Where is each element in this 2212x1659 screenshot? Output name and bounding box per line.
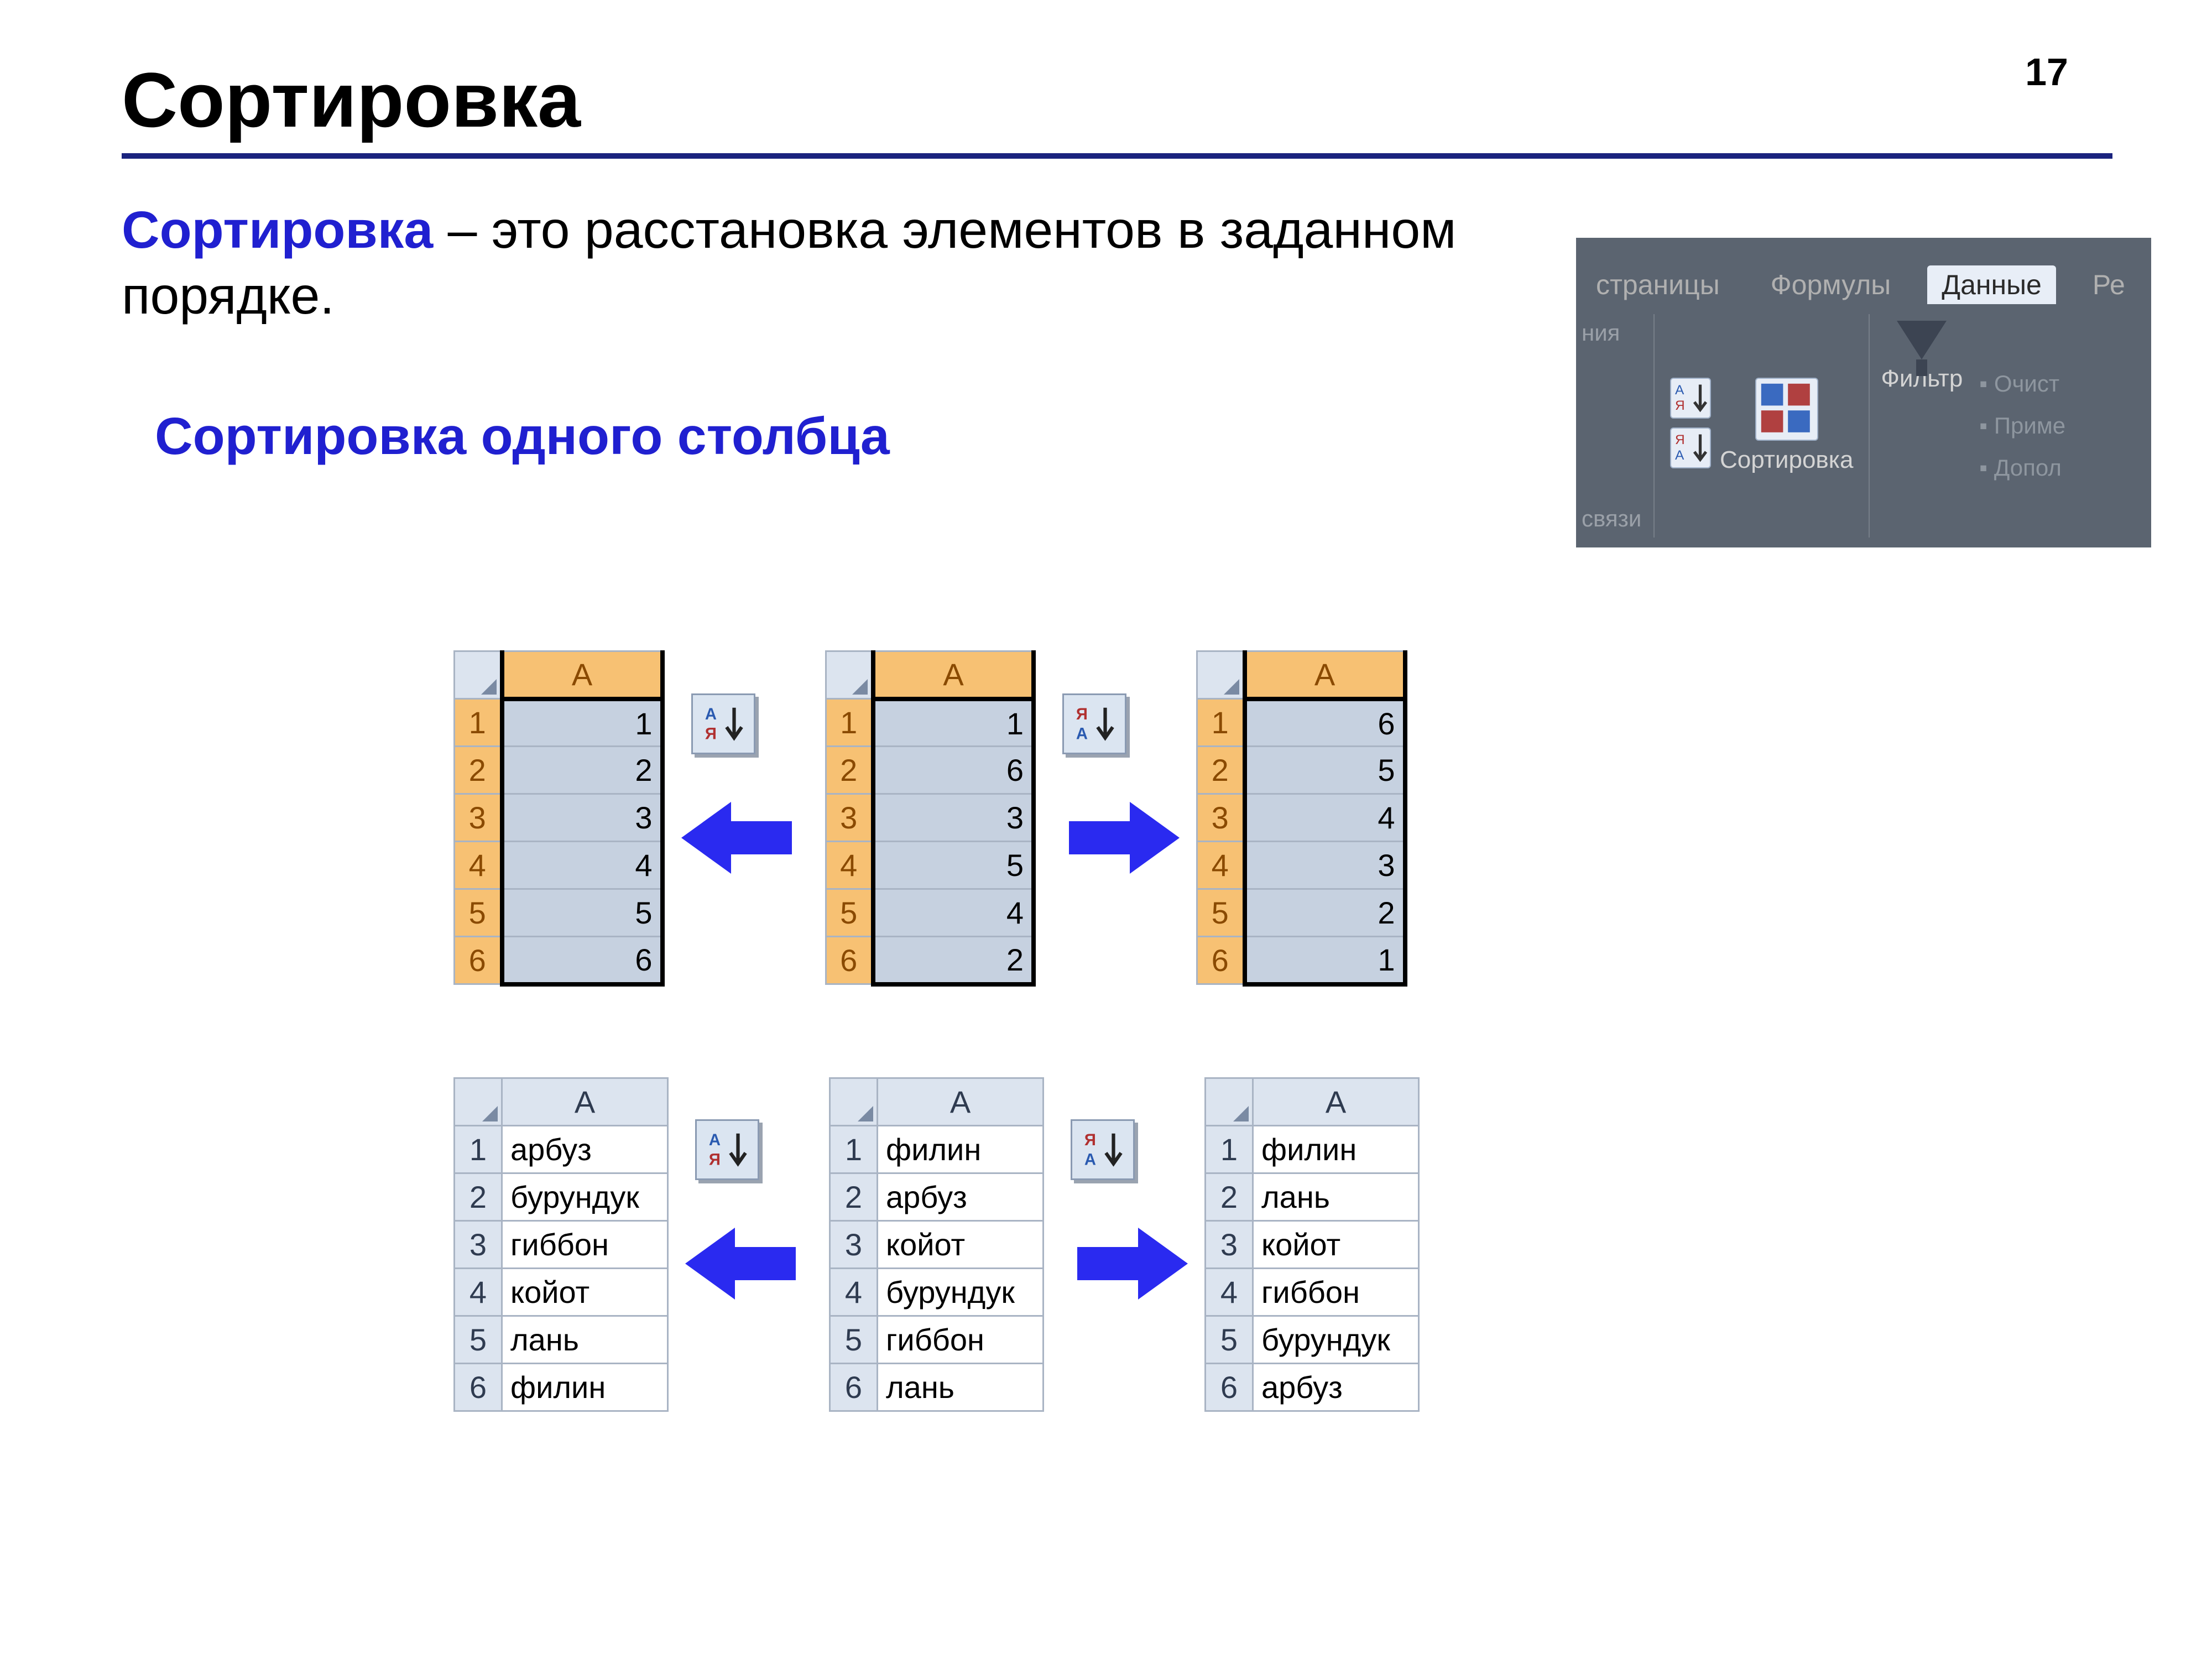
excel-ribbon: страницы Формулы Данные Ре ния связи АЯ …: [1576, 238, 2151, 547]
ribbon-left-frag: ния связи: [1576, 304, 1653, 547]
svg-text:Я: Я: [1076, 706, 1088, 723]
sort-dialog-icon[interactable]: [1755, 378, 1818, 441]
row-numeric: A112233445566 АЯ A112633455462 ЯА A16253…: [453, 647, 1781, 990]
ribbon-tabs: страницы Формулы Данные Ре: [1576, 238, 2151, 304]
definition-term: Сортировка: [122, 201, 433, 259]
gap: АЯ: [669, 1073, 829, 1416]
table-mid-num: A112633455462: [825, 650, 1036, 987]
svg-text:Я: Я: [705, 725, 716, 743]
gap: АЯ: [665, 647, 825, 990]
ribbon-tab[interactable]: страницы: [1582, 265, 1734, 304]
row-words: A1арбуз2бурундук3гиббон4койот5лань6филин…: [453, 1073, 1781, 1416]
ribbon-tab-rev[interactable]: Ре: [2078, 265, 2140, 304]
gap: ЯА: [1044, 1073, 1204, 1416]
slide: 17 Сортировка Сортировка – это расстанов…: [0, 0, 2212, 1659]
svg-text:А: А: [1675, 448, 1684, 463]
table-desc-txt: A1филин2лань3койот4гиббон5бурундук6арбуз: [1204, 1077, 1420, 1412]
svg-text:Я: Я: [709, 1151, 721, 1168]
ribbon-body: ния связи АЯ ЯА: [1576, 304, 2151, 547]
svg-text:А: А: [1084, 1151, 1096, 1168]
arrow-right-icon: [1077, 1228, 1188, 1300]
sort-asc-button[interactable]: АЯ: [695, 1119, 759, 1180]
title-rule: [122, 153, 2112, 159]
ribbon-tab-data[interactable]: Данные: [1927, 265, 2056, 304]
filter-icon: [1897, 321, 1947, 359]
ribbon-filter-options: Очист Приме Допол: [1974, 304, 2071, 547]
sort-asc-icon[interactable]: АЯ: [1670, 378, 1711, 419]
svg-text:А: А: [705, 706, 716, 723]
table-asc-txt: A1арбуз2бурундук3гиббон4койот5лань6филин: [453, 1077, 669, 1412]
ribbon-sort-group: АЯ ЯА Сортировка: [1655, 304, 1869, 547]
arrow-right-icon: [1069, 802, 1180, 874]
ribbon-tab-formulas[interactable]: Формулы: [1756, 265, 1906, 304]
svg-text:А: А: [1675, 383, 1684, 398]
svg-text:А: А: [1076, 725, 1088, 743]
ribbon-filter-group[interactable]: Фильтр: [1870, 304, 1974, 547]
svg-text:Я: Я: [1084, 1131, 1096, 1149]
table-mid-txt: A1филин2арбуз3койот4бурундук5гиббон6лань: [829, 1077, 1044, 1412]
ribbon-sort-label: Сортировка: [1720, 446, 1853, 474]
sort-desc-button[interactable]: ЯА: [1071, 1119, 1135, 1180]
tables-area: A112233445566 АЯ A112633455462 ЯА A16253…: [453, 647, 1781, 1499]
svg-text:Я: Я: [1675, 432, 1685, 447]
table-asc-num: A112233445566: [453, 650, 665, 987]
slide-title: Сортировка: [122, 55, 2112, 148]
gap: ЯА: [1036, 647, 1196, 990]
table-desc-num: A162534435261: [1196, 650, 1407, 987]
sort-asc-button[interactable]: АЯ: [691, 693, 755, 754]
sort-desc-icon[interactable]: ЯА: [1670, 427, 1711, 468]
sort-desc-button[interactable]: ЯА: [1062, 693, 1126, 754]
arrow-left-icon: [685, 1228, 796, 1300]
svg-text:Я: Я: [1675, 398, 1685, 413]
arrow-left-icon: [681, 802, 792, 874]
svg-text:А: А: [709, 1131, 721, 1149]
page-number: 17: [2025, 50, 2068, 94]
